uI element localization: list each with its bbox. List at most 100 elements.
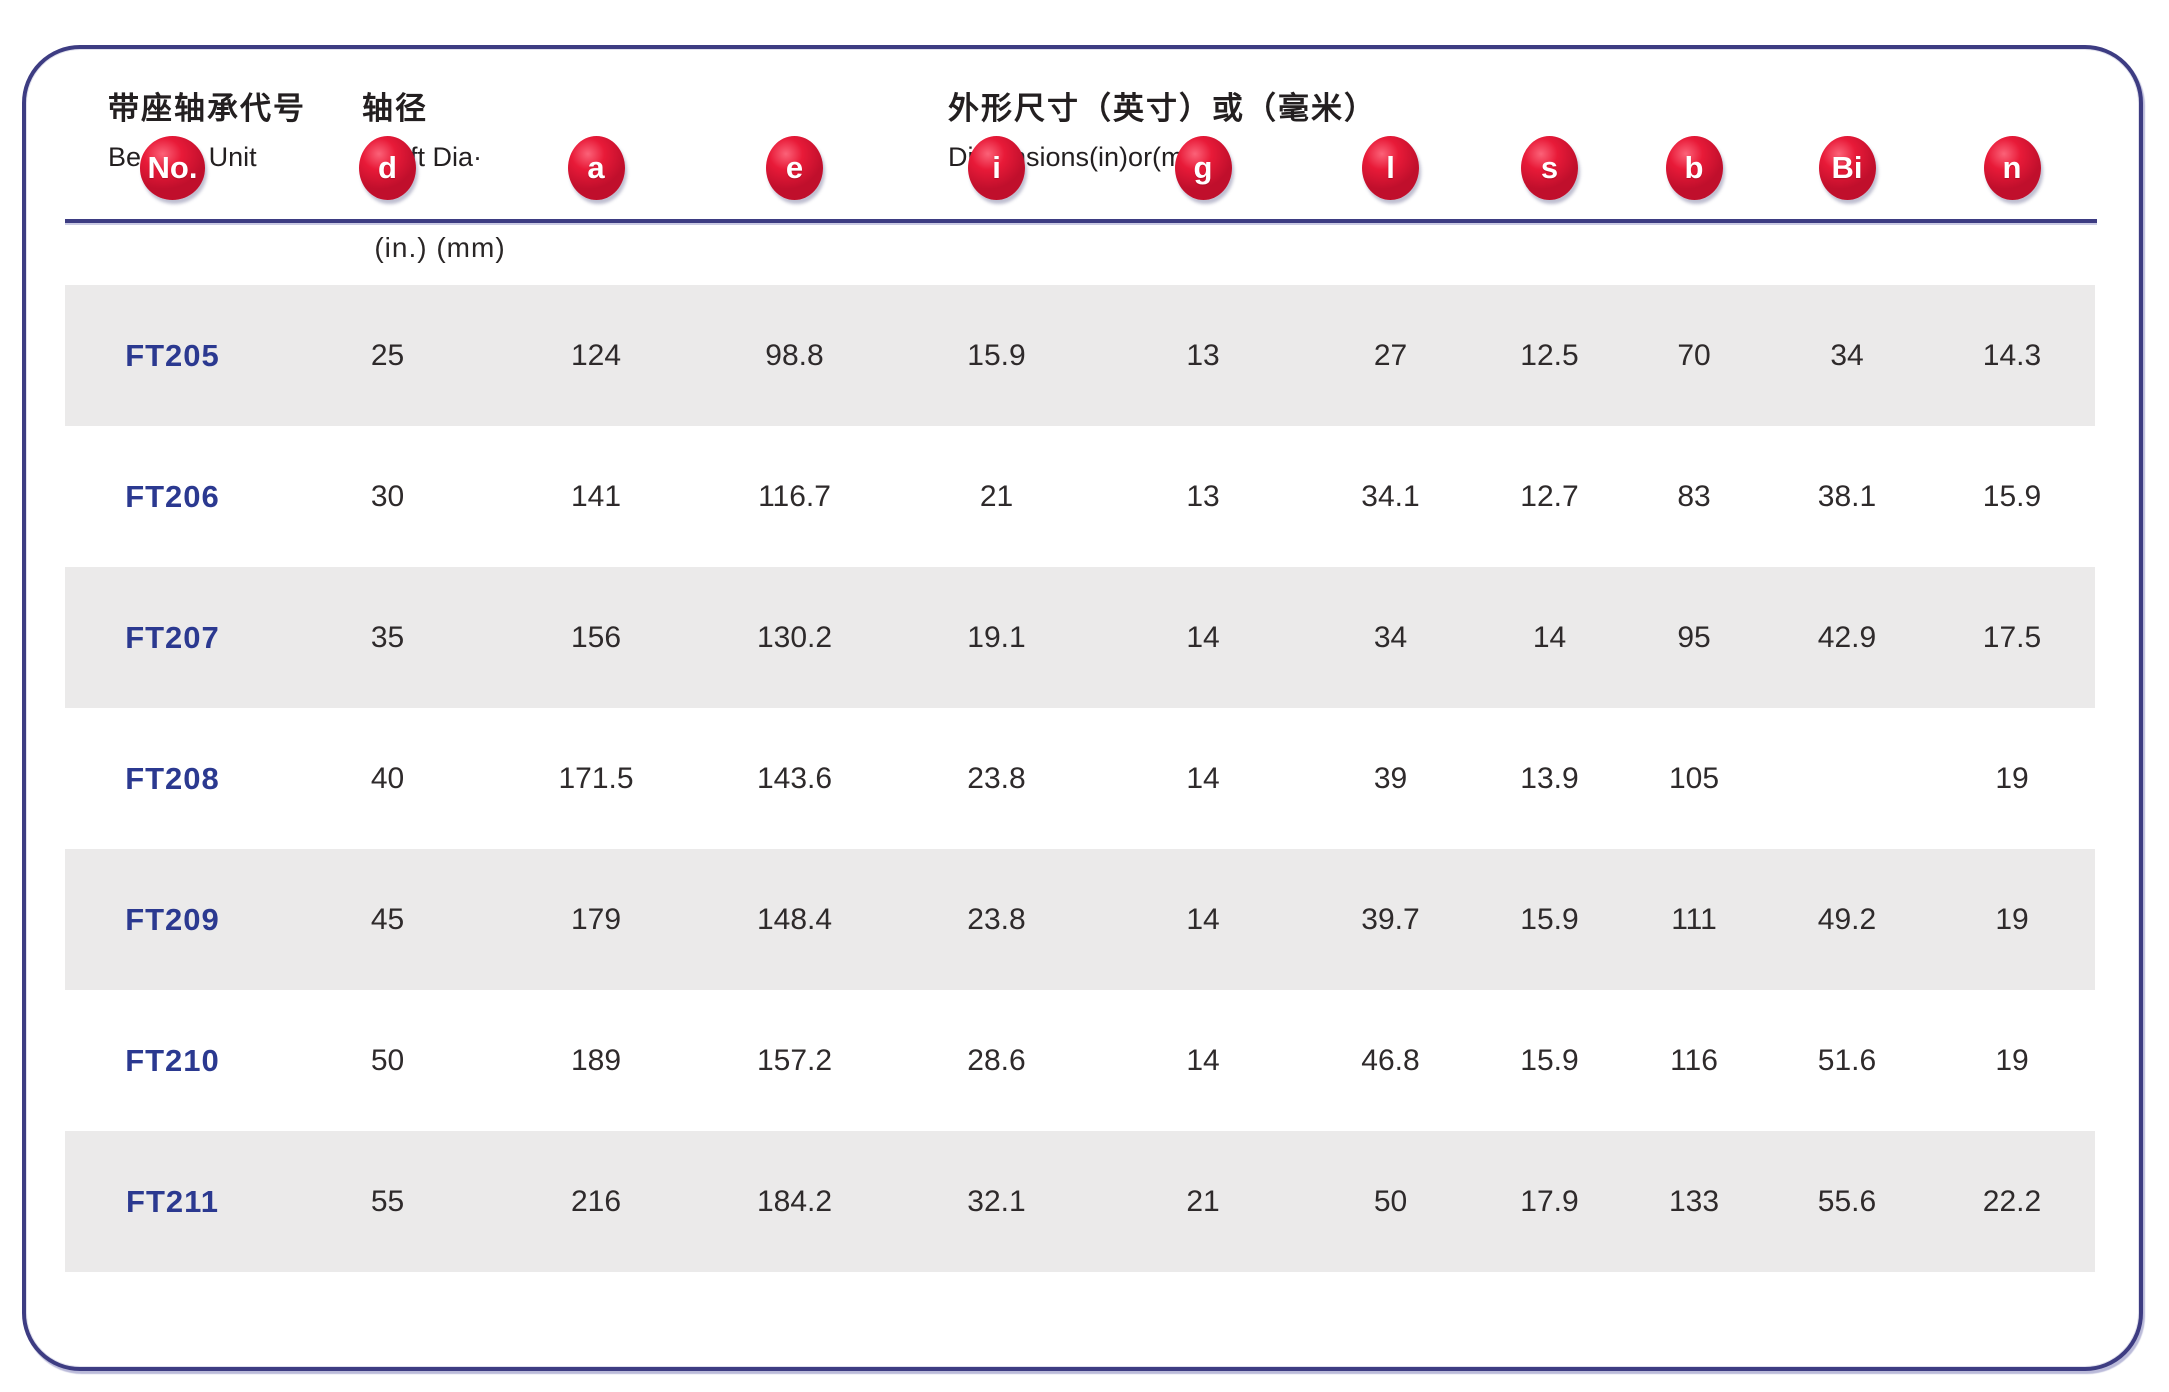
table-row: FT206 30 141 116.7 21 13 34.1 12.7 83 38.1 15.9 (65, 426, 2095, 567)
cell-d: 50 (370, 1043, 405, 1077)
cell-l: 46.8 (1361, 1043, 1420, 1077)
table-row: FT210 50 189 157.2 28.6 14 46.8 15.9 116 51.6 19 (65, 990, 2095, 1131)
cell-g: 14 (1186, 902, 1220, 936)
cell-l: 50 (1373, 1184, 1408, 1218)
cell-l: 34.1 (1361, 479, 1420, 513)
column-badge-l: l (1362, 136, 1419, 200)
bearing-code: FT211 (126, 1184, 219, 1219)
bearing-code: FT205 (125, 338, 220, 373)
cell-i: 32.1 (967, 1184, 1026, 1218)
badge-cell: l (1305, 130, 1476, 206)
column-badge-bi: Bi (1818, 136, 1876, 200)
table-row: FT211 55 216 184.2 32.1 21 50 17.9 133 55.6 22.2 (65, 1131, 2095, 1272)
cell-e: 98.8 (765, 338, 824, 372)
cell-i: 21 (979, 479, 1014, 513)
shaft-dia-label-cn: 轴径 (362, 91, 428, 126)
cell-b: 95 (1677, 620, 1711, 654)
badge-cell: No. (65, 130, 280, 206)
cell-n: 19 (1995, 902, 2029, 936)
cell-l: 39.7 (1361, 902, 1420, 936)
cell-b: 116 (1670, 1043, 1718, 1077)
cell-e: 184.2 (756, 1184, 833, 1218)
cell-l: 27 (1373, 338, 1408, 372)
column-badge-i: i (968, 136, 1025, 200)
cell-s: 12.5 (1520, 338, 1579, 372)
bearing-code: FT209 (125, 902, 220, 937)
cell-e: 116.7 (758, 479, 831, 513)
cell-n: 19 (1995, 1043, 2029, 1077)
cell-a: 156 (570, 620, 622, 654)
badge-cell: Bi (1765, 130, 1929, 206)
cell-e: 148.4 (756, 902, 833, 936)
column-badge-g: g (1174, 136, 1232, 200)
cell-g: 13 (1186, 479, 1220, 513)
cell-s: 15.9 (1520, 902, 1579, 936)
cell-b: 133 (1668, 1184, 1720, 1218)
cell-s: 15.9 (1520, 1043, 1579, 1077)
cell-n: 17.5 (1982, 620, 2042, 654)
cell-n: 14.3 (1982, 338, 2042, 372)
header-divider-line (65, 219, 2097, 223)
cell-g: 13 (1186, 338, 1220, 372)
column-badge-a: a (567, 136, 625, 200)
cell-b: 111 (1671, 902, 1717, 936)
badge-cell: b (1623, 130, 1765, 206)
cell-b: 83 (1677, 479, 1711, 513)
cell-s: 17.9 (1520, 1184, 1579, 1218)
cell-a: 171.5 (558, 761, 634, 795)
cell-bi: 55.6 (1817, 1184, 1877, 1218)
cell-a: 216 (570, 1184, 622, 1218)
cell-e: 130.2 (756, 620, 833, 654)
cell-g: 14 (1186, 1043, 1220, 1077)
cell-d: 40 (370, 761, 405, 795)
cell-i: 28.6 (967, 1043, 1026, 1077)
cell-e: 157.2 (756, 1043, 833, 1077)
cell-bi: 51.6 (1817, 1043, 1877, 1077)
cell-bi: 42.9 (1817, 620, 1877, 654)
badge-cell: d (280, 130, 495, 206)
cell-i: 23.8 (967, 761, 1026, 795)
cell-n: 22.2 (1982, 1184, 2042, 1218)
cell-d: 45 (370, 902, 405, 936)
badge-cell: i (892, 130, 1101, 206)
bearing-code: FT210 (125, 1043, 220, 1078)
badge-cell: a (495, 130, 697, 206)
column-badge-no: No. (139, 136, 206, 200)
bearing-code: FT206 (125, 479, 220, 514)
cell-l: 34 (1373, 620, 1408, 654)
table-row: FT209 45 179 148.4 23.8 14 39.7 15.9 111 49.2 19 (65, 849, 2095, 990)
units-subheader: (in.) (mm) (374, 232, 506, 263)
cell-i: 15.9 (967, 338, 1026, 372)
cell-i: 23.8 (967, 902, 1026, 936)
cell-bi: 34 (1830, 338, 1864, 372)
bearing-code: FT208 (125, 761, 220, 796)
cell-g: 21 (1186, 1184, 1220, 1218)
cell-i: 19.1 (967, 620, 1026, 654)
table-row: FT208 40 171.5 143.6 23.8 14 39 13.9 105 19 (65, 708, 2095, 849)
table-row: FT205 25 124 98.8 15.9 13 27 12.5 70 34 14.3 (65, 285, 2095, 426)
cell-d: 25 (370, 338, 405, 372)
column-badge-s: s (1521, 136, 1578, 200)
bearing-code: FT207 (125, 620, 220, 655)
column-badge-e: e (766, 136, 823, 200)
cell-a: 124 (570, 338, 622, 372)
cell-g: 14 (1186, 761, 1220, 795)
cell-a: 141 (570, 479, 622, 513)
cell-a: 179 (570, 902, 622, 936)
cell-n: 19 (1995, 761, 2029, 795)
cell-n: 15.9 (1982, 479, 2042, 513)
bearing-table: FT205 25 124 98.8 15.9 13 27 12.5 70 34 14.3 FT206 3… (65, 285, 2095, 1272)
cell-d: 55 (370, 1184, 405, 1218)
column-badge-d: d (359, 136, 416, 200)
cell-b: 105 (1668, 761, 1720, 795)
cell-s: 12.7 (1520, 479, 1579, 513)
cell-s: 14 (1532, 620, 1567, 654)
dimensions-label-cn: 外形尺寸（英寸）或（毫米） (948, 91, 1377, 126)
badge-cell: g (1101, 130, 1305, 206)
cell-s: 13.9 (1520, 761, 1579, 795)
badge-cell: s (1476, 130, 1623, 206)
badge-cell: e (697, 130, 892, 206)
cell-l: 39 (1373, 761, 1408, 795)
bearing-unit-label-cn: 带座轴承代号 (108, 91, 306, 126)
cell-bi: 38.1 (1817, 479, 1877, 513)
